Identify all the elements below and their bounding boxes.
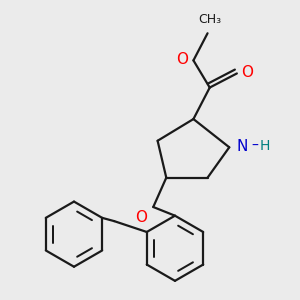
Text: H: H	[260, 139, 270, 153]
Text: N: N	[237, 139, 248, 154]
Text: –: –	[251, 139, 258, 153]
Text: CH₃: CH₃	[198, 13, 221, 26]
Text: O: O	[241, 65, 253, 80]
Text: O: O	[135, 210, 147, 225]
Text: O: O	[176, 52, 188, 67]
